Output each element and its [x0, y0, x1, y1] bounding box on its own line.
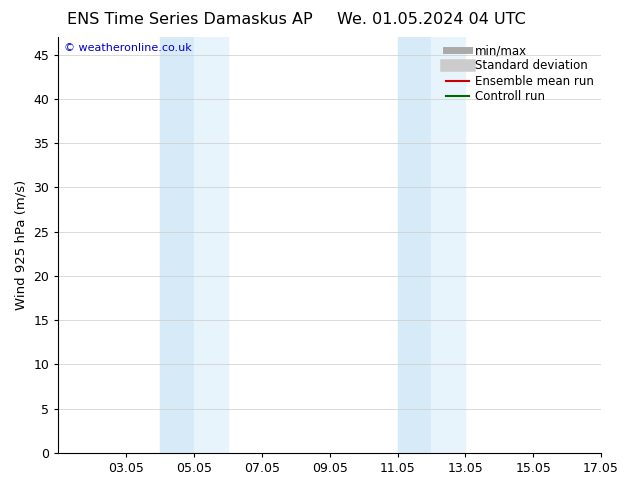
Legend: min/max, Standard deviation, Ensemble mean run, Controll run: min/max, Standard deviation, Ensemble me… [442, 41, 597, 107]
Bar [194, 37, 228, 453]
Text: We. 01.05.2024 04 UTC: We. 01.05.2024 04 UTC [337, 12, 526, 27]
Y-axis label: Wind 925 hPa (m/s): Wind 925 hPa (m/s) [15, 180, 28, 310]
Bar [160, 37, 194, 453]
Bar [398, 37, 432, 453]
Bar [432, 37, 465, 453]
Text: © weatheronline.co.uk: © weatheronline.co.uk [64, 43, 191, 53]
Text: ENS Time Series Damaskus AP: ENS Time Series Damaskus AP [67, 12, 313, 27]
